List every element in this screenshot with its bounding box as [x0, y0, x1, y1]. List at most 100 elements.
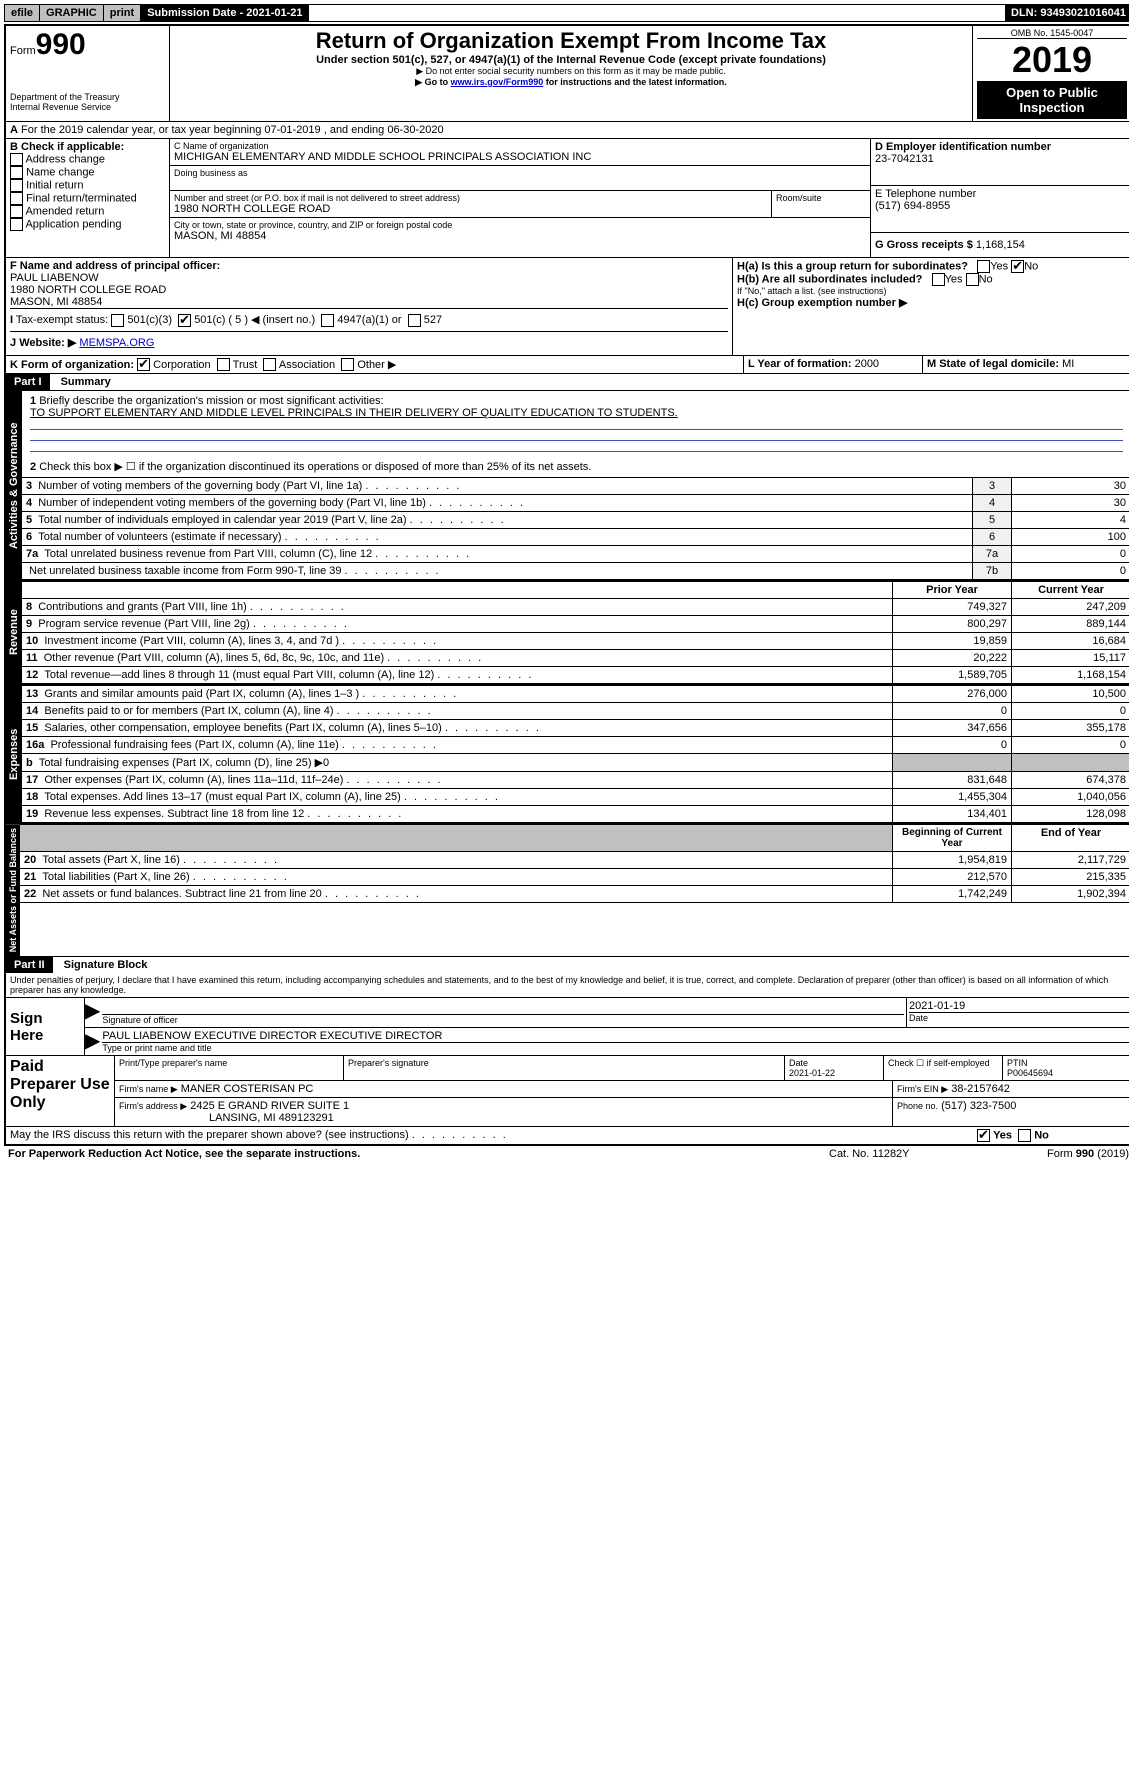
hb-yes[interactable]: [932, 273, 945, 286]
part2-header: Part II: [6, 957, 53, 973]
addr-change-checkbox[interactable]: [10, 153, 23, 166]
open-public: Open to Public Inspection: [977, 81, 1127, 119]
k-label: K Form of organization:: [10, 359, 134, 371]
gross-receipts: 1,168,154: [976, 239, 1025, 251]
gov-vlabel: Activities & Governance: [6, 391, 22, 580]
graphic-button[interactable]: GRAPHIC: [39, 5, 103, 21]
org-name: MICHIGAN ELEMENTARY AND MIDDLE SCHOOL PR…: [174, 151, 866, 163]
ha-no[interactable]: [1011, 260, 1024, 273]
date-label: Date: [909, 1012, 1129, 1023]
assoc-checkbox[interactable]: [263, 358, 276, 371]
irs-label: Internal Revenue Service: [10, 102, 165, 112]
firm-addr1: 2425 E GRAND RIVER SUITE 1: [190, 1100, 349, 1112]
opt-name: Name change: [26, 166, 95, 178]
form-frame: Form990 Department of the Treasury Inter…: [4, 24, 1129, 1146]
typed-label: Type or print name and title: [102, 1042, 1129, 1053]
b-label: B Check if applicable:: [10, 141, 165, 153]
dept-label: Department of the Treasury: [10, 92, 165, 102]
501c3-checkbox[interactable]: [111, 314, 124, 327]
dba-label: Doing business as: [174, 168, 866, 178]
arrow-icon-2: ▶: [85, 1028, 100, 1055]
e-label: E Telephone number: [875, 188, 1127, 200]
name-change-checkbox[interactable]: [10, 166, 23, 179]
hb-no[interactable]: [966, 273, 979, 286]
cat-no: Cat. No. 11282Y: [829, 1148, 979, 1160]
gov-table: 3 Number of voting members of the govern…: [22, 477, 1129, 580]
opt-final: Final return/terminated: [26, 192, 137, 204]
g-label: G Gross receipts $: [875, 239, 973, 251]
city-state-zip: MASON, MI 48854: [174, 230, 866, 242]
state-domicile: MI: [1062, 358, 1074, 370]
l-label: L Year of formation:: [748, 358, 852, 370]
opt-addr: Address change: [25, 153, 105, 165]
efile-link[interactable]: efile: [5, 5, 39, 21]
efile-text: efile: [11, 7, 33, 19]
form-title: Return of Organization Exempt From Incom…: [174, 28, 968, 54]
street-address: 1980 NORTH COLLEGE ROAD: [174, 203, 767, 215]
opt-init: Initial return: [26, 179, 83, 191]
form-label: Form: [10, 45, 36, 57]
mission-text: TO SUPPORT ELEMENTARY AND MIDDLE LEVEL P…: [30, 407, 678, 419]
m-label: M State of legal domicile:: [927, 358, 1059, 370]
paid-prep-label: Paid Preparer Use Only: [6, 1056, 115, 1126]
form-ref: Form 990 (2019): [979, 1148, 1129, 1160]
room-label: Room/suite: [776, 193, 866, 203]
i-label: Tax-exempt status:: [16, 314, 108, 326]
submission-date: Submission Date - 2021-01-21: [140, 5, 308, 21]
website-link[interactable]: MEMSPA.ORG: [79, 337, 154, 349]
officer-name: PAUL LIABENOW: [10, 272, 728, 284]
addr-label: Number and street (or P.O. box if mail i…: [174, 193, 767, 203]
c-label: C Name of organization: [174, 141, 866, 151]
prep-name-label: Print/Type preparer's name: [115, 1056, 344, 1080]
prep-date: 2021-01-22: [789, 1068, 835, 1078]
discuss-label: May the IRS discuss this return with the…: [6, 1127, 973, 1144]
note2-post: for instructions and the latest informat…: [543, 77, 727, 87]
other-checkbox[interactable]: [341, 358, 354, 371]
firm-name: MANER COSTERISAN PC: [181, 1083, 314, 1095]
hc-label: H(c) Group exemption number ▶: [737, 297, 907, 309]
exp-vlabel: Expenses: [6, 685, 22, 823]
527-checkbox[interactable]: [408, 314, 421, 327]
line2-label: Check this box ▶ ☐ if the organization d…: [39, 461, 591, 473]
top-bar: efile GRAPHIC print Submission Date - 20…: [4, 4, 1129, 22]
form-subtitle: Under section 501(c), 527, or 4947(a)(1)…: [174, 54, 968, 66]
final-return-checkbox[interactable]: [10, 192, 23, 205]
form-note1: ▶ Do not enter social security numbers o…: [174, 66, 968, 77]
discuss-no[interactable]: [1018, 1129, 1031, 1142]
pra-notice: For Paperwork Reduction Act Notice, see …: [8, 1148, 829, 1160]
sign-here-label: Sign Here: [6, 998, 85, 1055]
opt-pend: Application pending: [25, 218, 121, 230]
pending-checkbox[interactable]: [10, 218, 23, 231]
form-number: 990: [36, 28, 86, 61]
firm-ein: 38-2157642: [951, 1083, 1010, 1095]
form990-link[interactable]: www.irs.gov/Form990: [451, 77, 544, 87]
firm-addr2: LANSING, MI 489123291: [119, 1112, 334, 1124]
amended-checkbox[interactable]: [10, 205, 23, 218]
declaration: Under penalties of perjury, I declare th…: [6, 973, 1129, 998]
501c-checkbox[interactable]: [178, 314, 191, 327]
hb-label: H(b) Are all subordinates included?: [737, 273, 922, 285]
sigoff-label: Signature of officer: [102, 1014, 904, 1025]
corp-checkbox[interactable]: [137, 358, 150, 371]
initial-return-checkbox[interactable]: [10, 179, 23, 192]
ha-label: H(a) Is this a group return for subordin…: [737, 260, 968, 272]
j-label: Website: ▶: [19, 337, 76, 349]
discuss-yes[interactable]: [977, 1129, 990, 1142]
ha-yes[interactable]: [977, 260, 990, 273]
rev-table: Prior YearCurrent Year8 Contributions an…: [22, 581, 1129, 684]
4947-checkbox[interactable]: [321, 314, 334, 327]
prep-sig-label: Preparer's signature: [344, 1056, 785, 1080]
part1-header: Part I: [6, 374, 50, 390]
sig-date: 2021-01-19: [909, 1000, 1129, 1012]
omb-label: OMB No. 1545-0047: [977, 28, 1127, 39]
trust-checkbox[interactable]: [217, 358, 230, 371]
line-a: A For the 2019 calendar year, or tax yea…: [6, 122, 1129, 139]
self-emp: Check ☐ if self-employed: [884, 1056, 1003, 1080]
na-table: Beginning of Current YearEnd of Year20 T…: [20, 824, 1129, 903]
print-button[interactable]: print: [103, 5, 140, 21]
na-vlabel: Net Assets or Fund Balances: [6, 824, 20, 956]
f-label: F Name and address of principal officer:: [10, 260, 728, 272]
d-label: D Employer identification number: [875, 141, 1127, 153]
exp-table: 13 Grants and similar amounts paid (Part…: [22, 685, 1129, 823]
city-label: City or town, state or province, country…: [174, 220, 866, 230]
